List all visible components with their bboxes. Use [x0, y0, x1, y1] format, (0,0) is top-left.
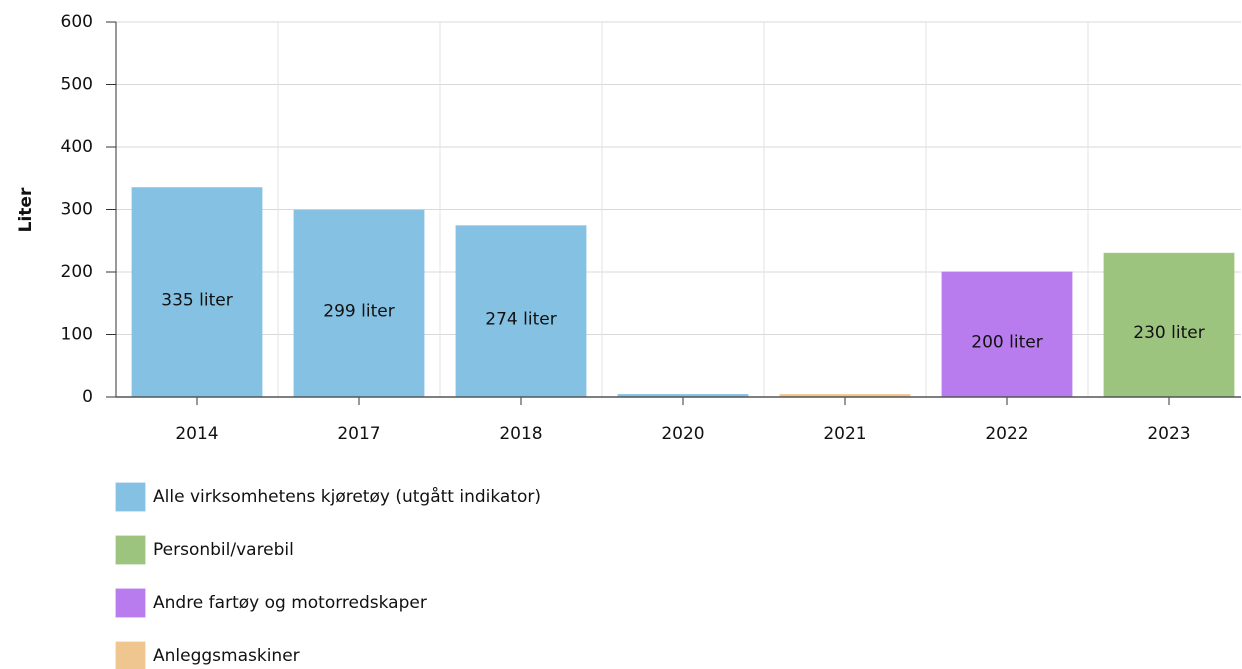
data-label: 200 liter — [971, 333, 1042, 353]
bar — [941, 271, 1073, 398]
x-tick-label: 2022 — [985, 424, 1028, 444]
y-tick-label: 300 — [61, 200, 93, 220]
y-tick-label: 100 — [61, 325, 93, 345]
y-tick-label: 400 — [61, 137, 93, 157]
y-tick-label: 0 — [82, 387, 93, 407]
bar — [1103, 252, 1235, 398]
legend-label: Alle virksomhetens kjøretøy (utgått indi… — [153, 486, 541, 507]
y-tick-label: 200 — [61, 262, 93, 282]
legend-label: Andre fartøy og motorredskaper — [153, 593, 427, 613]
y-tick-label: 600 — [61, 12, 93, 32]
x-tick-label: 2017 — [337, 424, 380, 444]
legend-swatch — [115, 535, 146, 565]
y-axis-label: Liter — [16, 187, 36, 232]
legend-swatch — [115, 482, 146, 512]
data-label: 274 liter — [485, 309, 556, 329]
x-tick-label: 2018 — [499, 424, 542, 444]
data-label: 230 liter — [1133, 323, 1204, 343]
x-tick-label: 2023 — [1147, 424, 1190, 444]
x-tick-label: 2014 — [175, 424, 218, 444]
legend-label: Anleggsmaskiner — [153, 646, 300, 666]
bar — [455, 225, 587, 398]
x-tick-label: 2020 — [661, 424, 704, 444]
legend-label: Personbil/varebil — [153, 540, 294, 560]
legend-swatch — [115, 641, 146, 669]
x-tick-label: 2021 — [823, 424, 866, 444]
data-label: 299 liter — [323, 302, 394, 322]
y-tick-label: 500 — [61, 75, 93, 95]
data-label: 335 liter — [161, 290, 232, 310]
bar — [293, 209, 425, 398]
legend-swatch — [115, 588, 146, 618]
